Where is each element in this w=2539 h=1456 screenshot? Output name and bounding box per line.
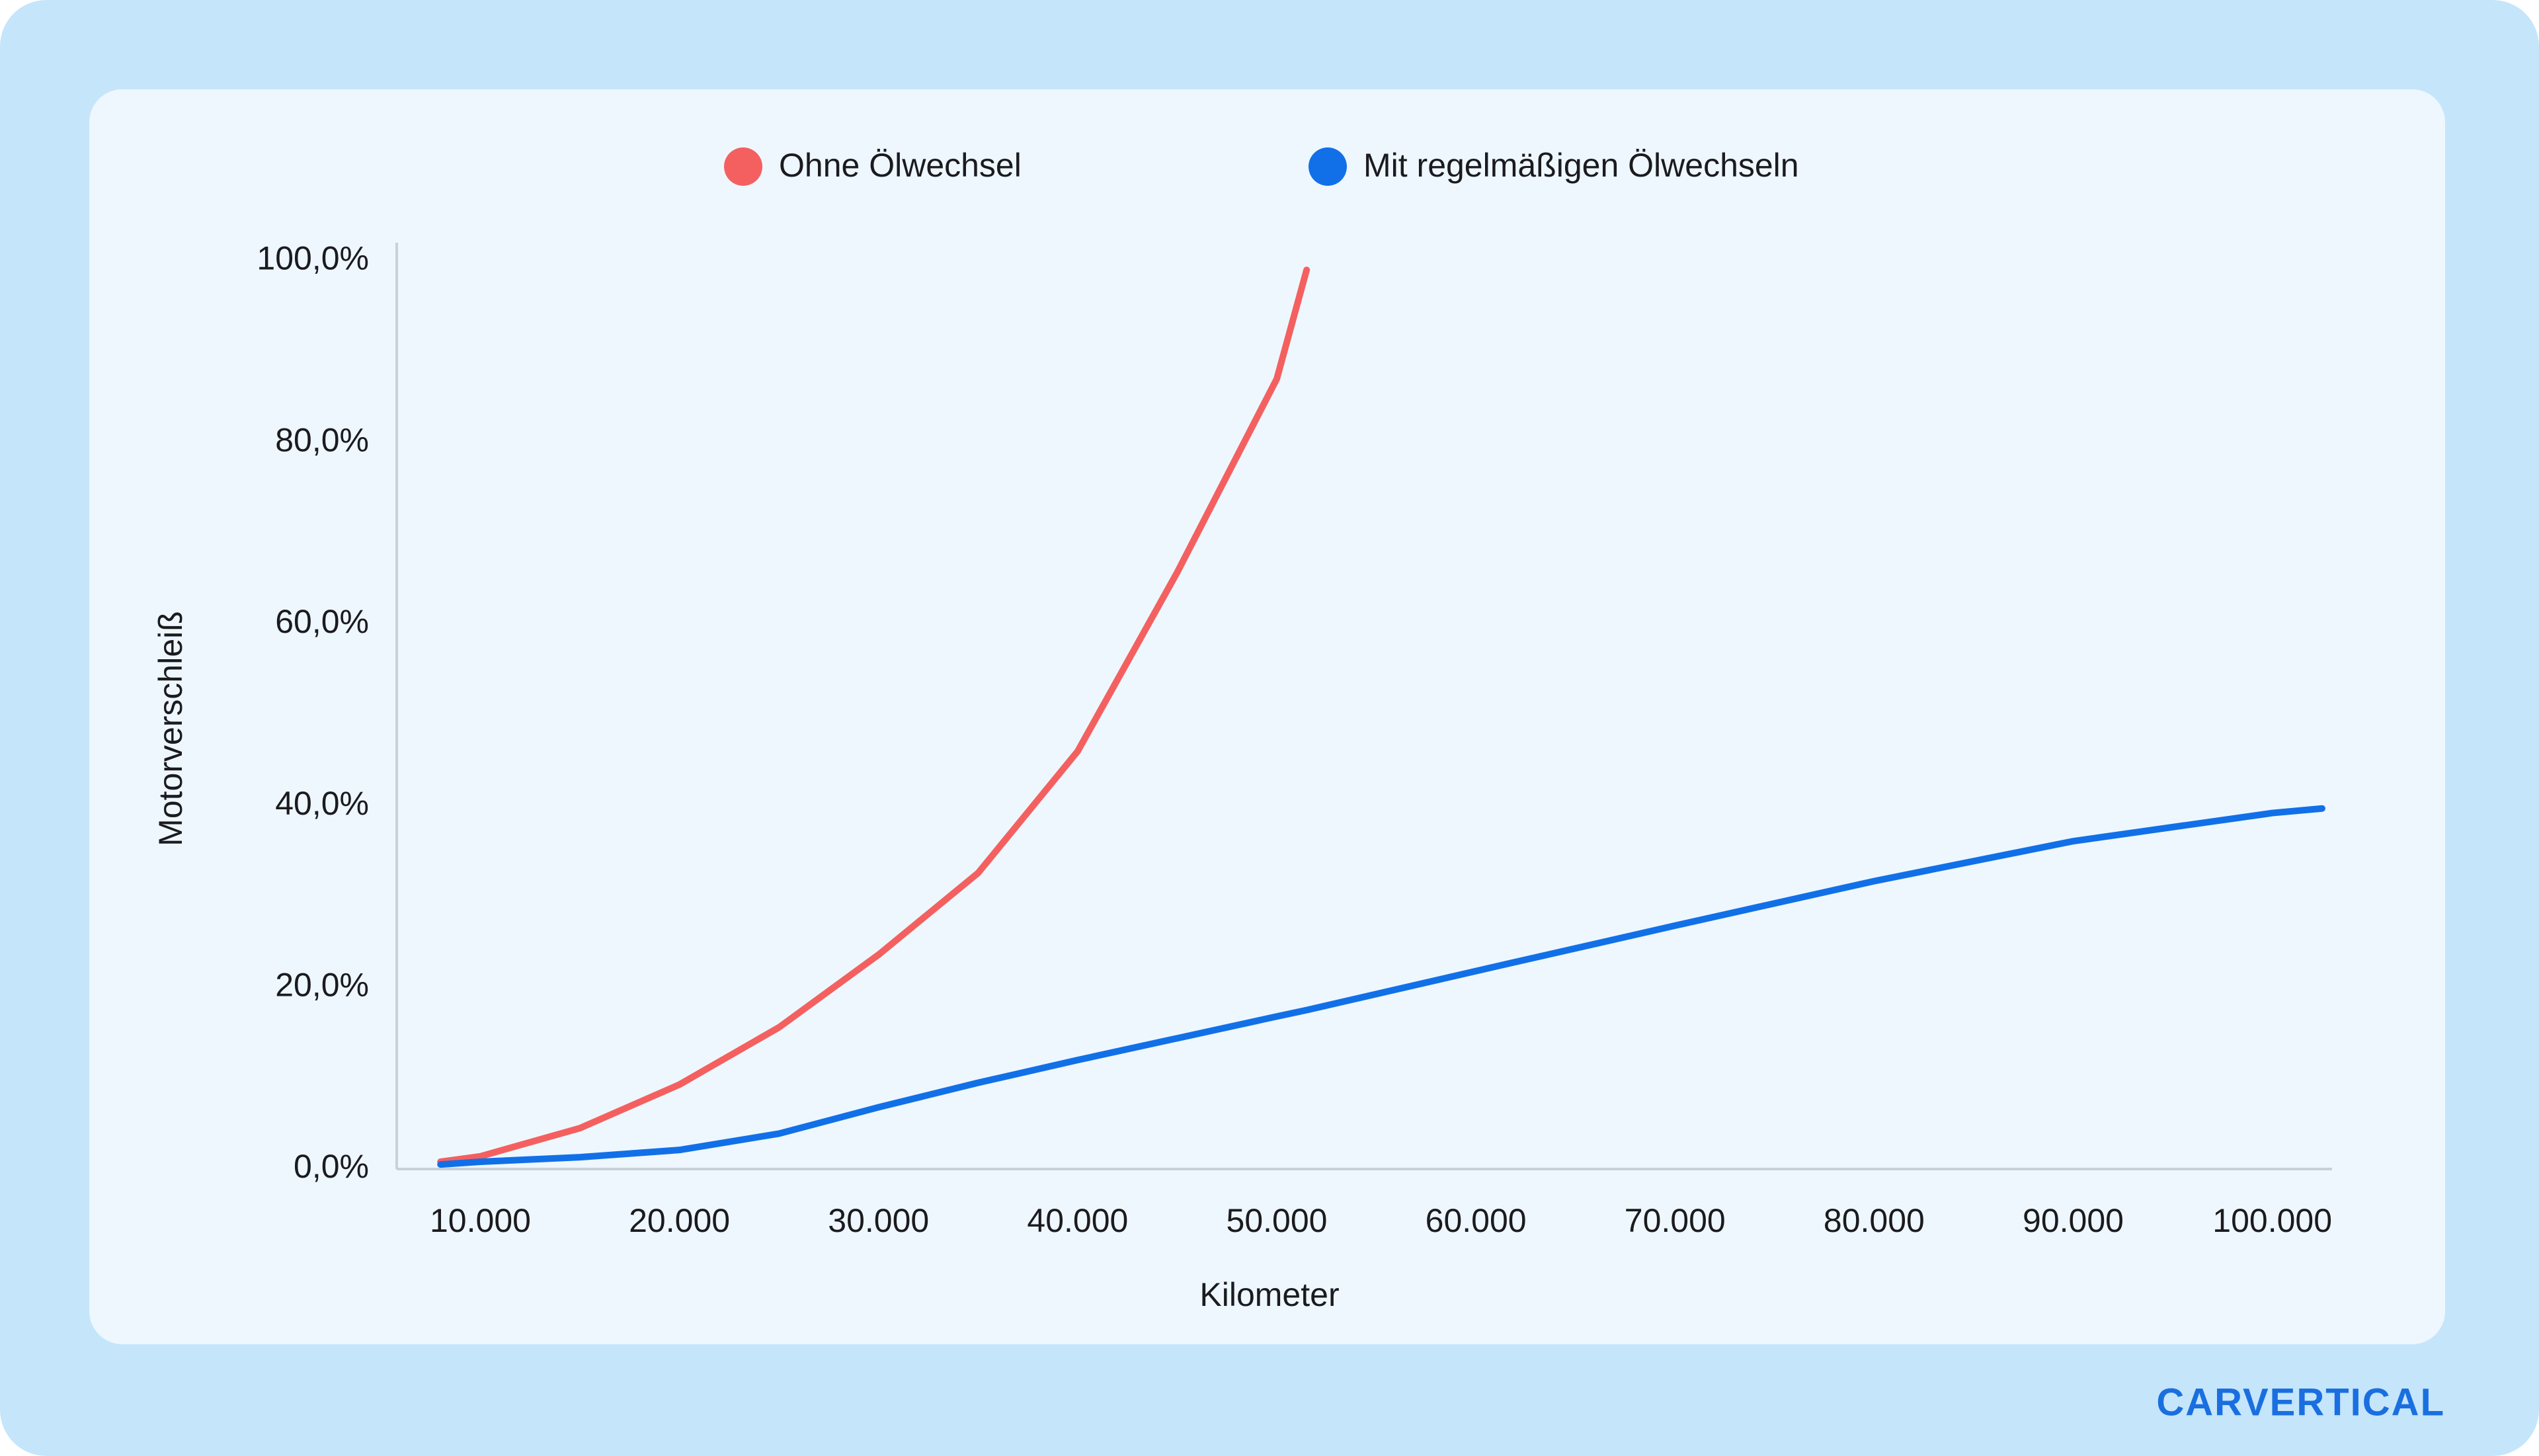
legend-label: Mit regelmäßigen Ölwechseln	[1363, 147, 1799, 184]
x-tick-label: 80.000	[1824, 1202, 1925, 1239]
legend-label: Ohne Ölwechsel	[779, 147, 1022, 184]
x-tick-label: 40.000	[1027, 1202, 1128, 1239]
x-tick-label: 50.000	[1227, 1202, 1328, 1239]
legend-marker	[1309, 147, 1347, 186]
x-axis-title: Kilometer	[1199, 1276, 1339, 1313]
panel	[89, 89, 2445, 1344]
x-tick-label: 70.000	[1625, 1202, 1726, 1239]
y-tick-label: 80,0%	[275, 421, 369, 458]
y-axis-title: Motorverschleiß	[152, 611, 189, 846]
series-line	[437, 805, 2325, 1168]
y-tick-label: 100,0%	[257, 240, 369, 277]
y-tick-label: 0,0%	[294, 1148, 369, 1185]
y-tick-label: 60,0%	[275, 603, 369, 640]
x-tick-label: 20.000	[629, 1202, 730, 1239]
x-tick-label: 60.000	[1426, 1202, 1527, 1239]
x-tick-label: 100.000	[2212, 1202, 2332, 1239]
legend-marker	[724, 147, 762, 186]
x-tick-label: 10.000	[430, 1202, 531, 1239]
y-tick-label: 40,0%	[275, 785, 369, 822]
logo: CARVERTICAL	[2156, 1381, 2445, 1424]
series-line	[437, 266, 1310, 1166]
x-tick-label: 90.000	[2023, 1202, 2124, 1239]
y-tick-label: 20,0%	[275, 966, 369, 1003]
x-tick-label: 30.000	[828, 1202, 929, 1239]
